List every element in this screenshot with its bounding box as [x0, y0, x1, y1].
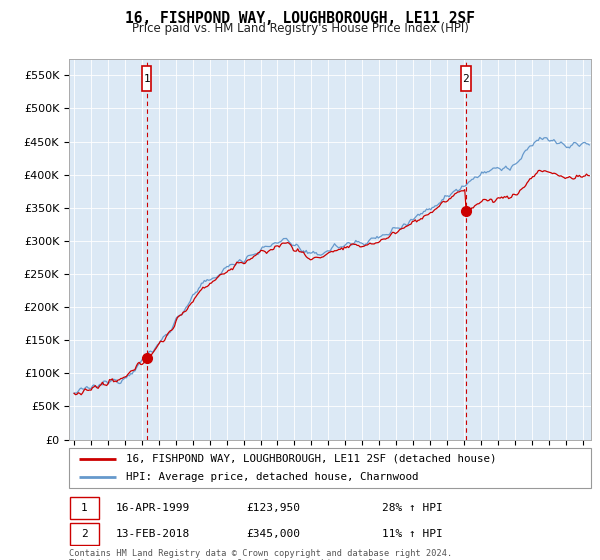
Text: £123,950: £123,950: [247, 503, 301, 513]
Text: Contains HM Land Registry data © Crown copyright and database right 2024.
This d: Contains HM Land Registry data © Crown c…: [69, 549, 452, 560]
Text: 16, FISHPOND WAY, LOUGHBOROUGH, LE11 2SF: 16, FISHPOND WAY, LOUGHBOROUGH, LE11 2SF: [125, 11, 475, 26]
Text: 1: 1: [143, 74, 150, 83]
FancyBboxPatch shape: [142, 66, 151, 91]
Text: Price paid vs. HM Land Registry's House Price Index (HPI): Price paid vs. HM Land Registry's House …: [131, 22, 469, 35]
Text: 2: 2: [81, 529, 88, 539]
FancyBboxPatch shape: [461, 66, 470, 91]
FancyBboxPatch shape: [69, 448, 591, 488]
Text: 1: 1: [81, 503, 88, 513]
FancyBboxPatch shape: [70, 523, 99, 545]
Text: 16, FISHPOND WAY, LOUGHBOROUGH, LE11 2SF (detached house): 16, FISHPOND WAY, LOUGHBOROUGH, LE11 2SF…: [127, 454, 497, 464]
Text: 16-APR-1999: 16-APR-1999: [116, 503, 190, 513]
FancyBboxPatch shape: [70, 497, 99, 519]
Text: 2: 2: [463, 74, 469, 83]
Text: 11% ↑ HPI: 11% ↑ HPI: [382, 529, 443, 539]
Text: 28% ↑ HPI: 28% ↑ HPI: [382, 503, 443, 513]
Text: HPI: Average price, detached house, Charnwood: HPI: Average price, detached house, Char…: [127, 473, 419, 482]
Text: 13-FEB-2018: 13-FEB-2018: [116, 529, 190, 539]
Text: £345,000: £345,000: [247, 529, 301, 539]
